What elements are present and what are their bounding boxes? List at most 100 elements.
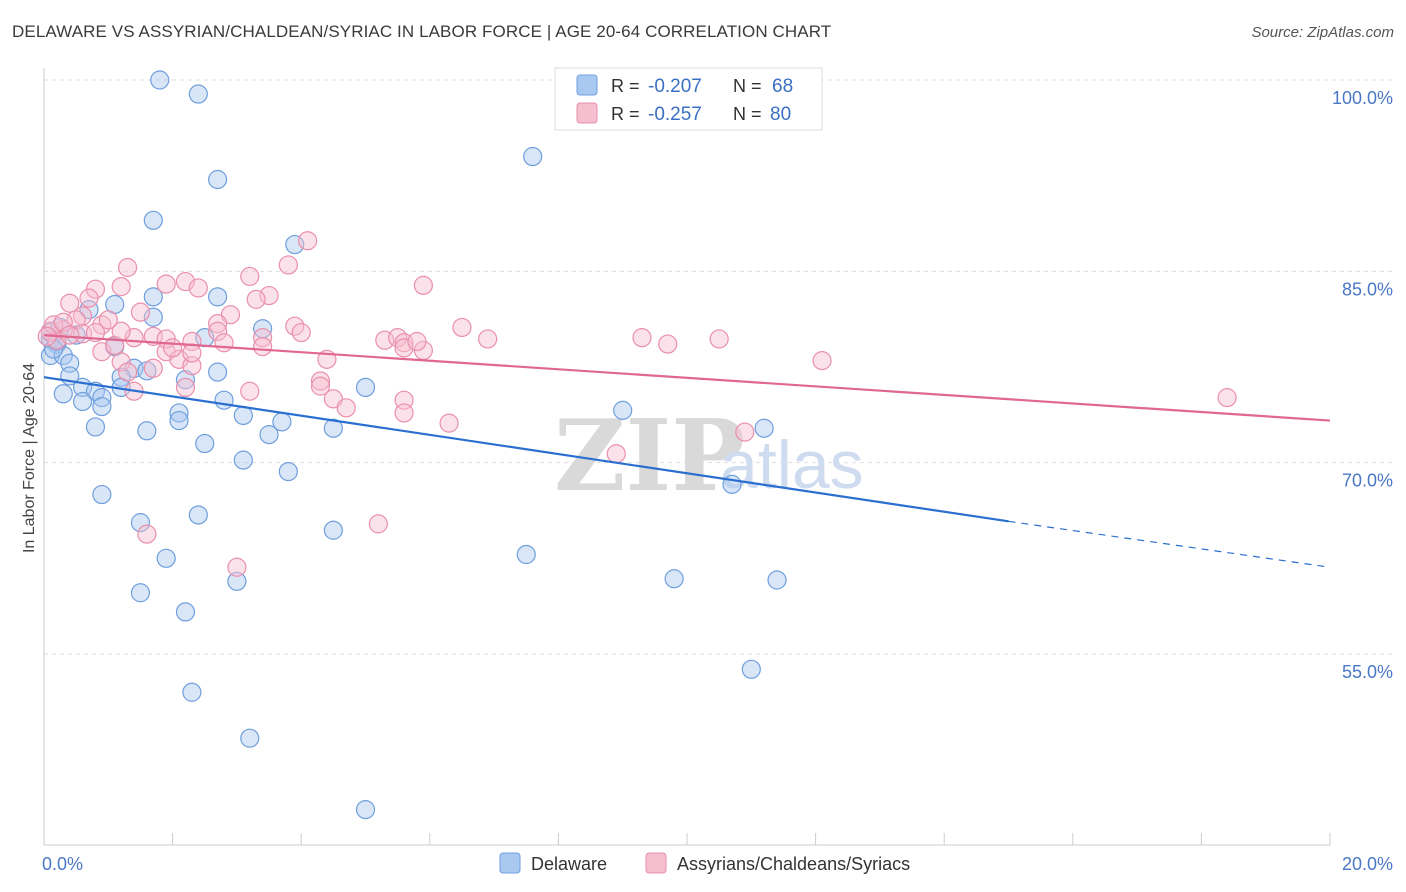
y-tick-labels: 100.0% 85.0% 70.0% 55.0%	[1332, 88, 1393, 682]
delaware-point-36	[233, 405, 253, 426]
legend-r-label-assyrian: R =	[611, 104, 640, 124]
assyrian-point-45	[143, 358, 163, 378]
assyrian-point-9	[413, 275, 433, 295]
delaware-point-38	[169, 410, 189, 431]
delaware-point-22	[208, 362, 228, 382]
assyrian-point-73	[253, 336, 273, 357]
y-axis-label: In Labor Force | Age 20-64	[21, 363, 38, 553]
assyrian-point-46	[117, 362, 138, 382]
assyrian-point-77	[163, 338, 183, 358]
assyrian-point-49	[310, 376, 331, 396]
bottom-legend-swatch-delaware	[499, 852, 521, 874]
delaware-point-62	[240, 728, 260, 748]
delaware-trend-line	[43, 376, 1009, 523]
delaware-point-1	[188, 84, 208, 104]
source-credit: Source: ZipAtlas.com	[1251, 24, 1394, 41]
assyrian-point-69	[60, 325, 80, 345]
assyrian-point-54	[336, 398, 356, 418]
delaware-point-30	[53, 384, 73, 404]
delaware-trend-extension	[1008, 520, 1331, 568]
assyrian-point-51	[240, 381, 260, 401]
y-tick-label-2: 70.0%	[1342, 471, 1393, 491]
delaware-point-46	[233, 450, 253, 470]
delaware-point-5	[285, 234, 305, 255]
delaware-point-12	[66, 325, 86, 345]
assyrian-point-31	[478, 329, 498, 349]
assyrian-point-23	[208, 321, 228, 341]
series-delaware-points	[40, 70, 787, 820]
assyrian-point-50	[175, 377, 196, 398]
assyrian-point-33	[709, 329, 729, 349]
delaware-point-45	[195, 433, 215, 454]
delaware-point-40	[85, 417, 106, 437]
delaware-point-7	[208, 287, 228, 307]
delaware-point-28	[355, 377, 376, 398]
legend-n-value-assyrian: 80	[770, 104, 791, 125]
legend-swatch-assyrian	[576, 102, 598, 124]
assyrian-point-0	[298, 231, 318, 251]
x-tick-label-1: 20.0%	[1342, 854, 1393, 874]
delaware-point-6	[143, 287, 163, 307]
chart-title: DELAWARE VS ASSYRIAN/CHALDEAN/SYRIAC IN …	[12, 22, 832, 41]
assyrian-point-60	[1217, 388, 1237, 408]
delaware-point-2	[208, 169, 228, 190]
bottom-legend-label-assyrian: Assyrians/Chaldeans/Syriacs	[677, 854, 910, 874]
delaware-point-57	[227, 571, 247, 591]
axes	[43, 68, 1331, 846]
delaware-point-47	[278, 461, 298, 482]
delaware-point-60	[741, 659, 761, 679]
watermark-zip: ZIP	[554, 399, 745, 514]
delaware-point-58	[130, 583, 151, 603]
delaware-point-54	[156, 548, 176, 568]
delaware-point-35	[169, 403, 189, 423]
assyrian-point-63	[227, 557, 247, 577]
delaware-point-61	[182, 682, 202, 702]
bottom-legend: Delaware Assyrians/Chaldeans/Syriacs	[499, 852, 910, 874]
assyrian-point-43	[111, 352, 131, 372]
delaware-point-25	[175, 370, 196, 390]
assyrian-point-3	[240, 266, 260, 287]
assyrian-point-29	[388, 328, 408, 348]
delaware-point-51	[130, 513, 151, 533]
delaware-point-3	[523, 146, 543, 167]
x-tick-labels: 0.0% 20.0%	[42, 854, 1393, 874]
legend-n-label-delaware: N =	[733, 76, 762, 96]
assyrian-point-57	[439, 413, 459, 433]
delaware-point-41	[323, 418, 343, 438]
y-tick-label-3: 55.0%	[1342, 662, 1393, 682]
series-assyrian-points	[37, 231, 1237, 577]
assyrian-point-18	[208, 314, 228, 334]
assyrian-point-11	[246, 289, 266, 309]
assyrian-point-2	[278, 255, 298, 275]
assyrian-point-12	[60, 293, 80, 313]
assyrian-point-62	[137, 524, 157, 544]
assyrian-point-78	[291, 322, 311, 343]
assyrian-point-1	[117, 257, 138, 278]
assyrian-point-24	[452, 317, 472, 338]
assyrian-point-6	[188, 278, 208, 298]
delaware-point-32	[214, 390, 234, 410]
legend-r-value-assyrian: -0.257	[648, 104, 702, 125]
delaware-point-10	[143, 307, 163, 327]
legend-r-label-delaware: R =	[611, 76, 640, 96]
watermark: ZIP atlas	[554, 399, 864, 514]
assyrian-point-22	[85, 322, 106, 343]
assyrian-point-74	[407, 331, 427, 352]
delaware-point-59	[175, 602, 196, 622]
delaware-point-44	[259, 425, 279, 445]
bottom-legend-swatch-assyrian	[645, 852, 667, 874]
legend-n-label-assyrian: N =	[733, 104, 762, 124]
assyrian-point-13	[130, 302, 151, 322]
assyrian-trend-line	[43, 334, 1331, 422]
legend-frame	[554, 67, 823, 131]
watermark-atlas: atlas	[720, 427, 864, 503]
delaware-point-24	[111, 367, 131, 387]
legend-r-value-delaware: -0.207	[648, 76, 702, 97]
x-tick-label-0: 0.0%	[42, 854, 83, 874]
legend-n-value-delaware: 68	[772, 76, 793, 97]
legend-box: R = -0.207 N = 68 R = -0.257 N = 80	[554, 67, 823, 131]
delaware-point-43	[754, 418, 774, 438]
delaware-point-63	[355, 800, 376, 820]
assyrian-point-48	[310, 371, 331, 391]
